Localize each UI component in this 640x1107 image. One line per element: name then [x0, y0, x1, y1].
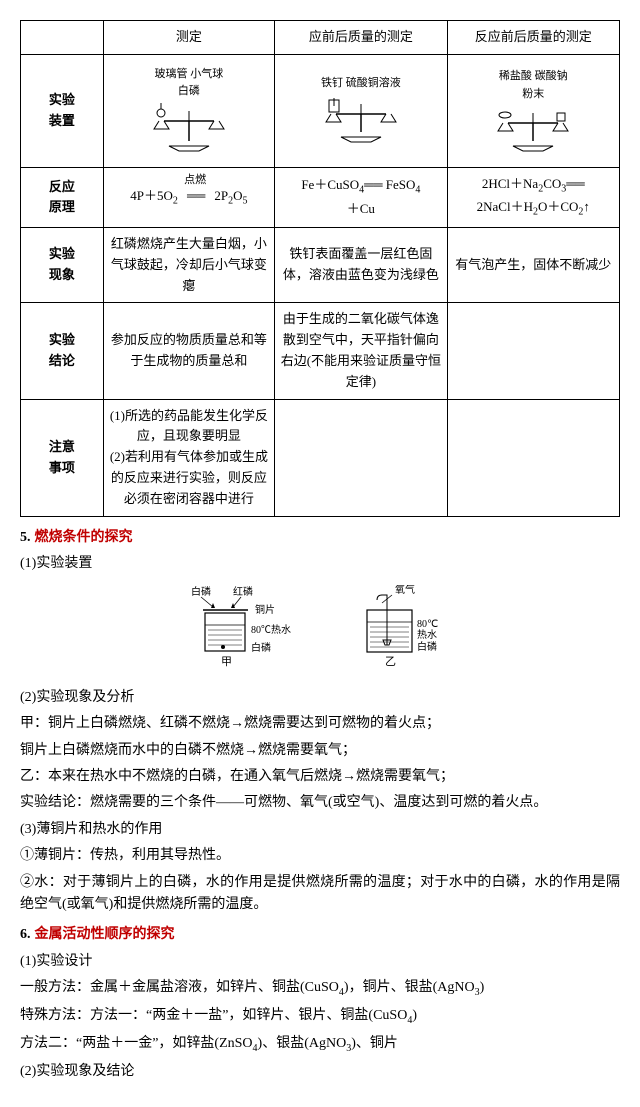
section5-line6: ②水：对于薄铜片上的白磷，水的作用是提供燃烧所需的温度；对于水中的白磷，水的作用…	[20, 872, 620, 917]
header-col2: 应前后质量的测定	[275, 21, 447, 55]
label-na2co3: 碳酸钠	[535, 70, 568, 82]
balance-icon-2	[311, 92, 411, 147]
label-red-p: 红磷	[233, 585, 253, 598]
section6-title: 6. 金属活动性顺序的探究	[20, 924, 620, 946]
label-powder: 粉末	[522, 88, 544, 100]
apparatus-2: 铁钉 硫酸铜溶液	[275, 54, 447, 167]
combustion-diagram: 白磷 红磷 铜片 80℃热水 白磷 甲 氧气	[20, 585, 620, 677]
header-row: 测定 应前后质量的测定 反应前后质量的测定	[21, 21, 620, 55]
principle-3: 2HCl＋Na2CO3══2NaCl＋H2O＋CO2↑	[447, 167, 619, 227]
section6-sub2: (2)实验现象及结论	[20, 1061, 620, 1083]
section5-sub1: (1)实验装置	[20, 553, 620, 575]
phenomenon-row: 实验现象 红磷燃烧产生大量白烟，小气球鼓起，冷却后小气球变瘪 铁钉表面覆盖一层红…	[21, 227, 620, 302]
conclusion-2: 由于生成的二氧化碳气体逸散到空气中，天平指针偏向右边(不能用来验证质量守恒定律)	[275, 303, 447, 399]
header-blank	[21, 21, 104, 55]
section6-num: 6.	[20, 927, 31, 942]
section5-sub2: (2)实验现象及分析	[20, 687, 620, 709]
section5-title: 5. 燃烧条件的探究	[20, 527, 620, 549]
beaker-jia: 白磷 红磷 铜片 80℃热水 白磷 甲	[173, 585, 303, 677]
notes-2	[275, 399, 447, 516]
label-cuso4: 硫酸铜溶液	[346, 77, 401, 89]
label-80c: 80℃	[417, 619, 438, 630]
label-jia: 甲	[221, 656, 232, 668]
section5-line4: 实验结论：燃烧需要的三个条件——可燃物、氧气(或空气)、温度达到可燃的着火点。	[20, 792, 620, 814]
section5-line3: 乙：本来在热水中不燃烧的白磷，在通入氧气后燃烧→燃烧需要氧气；	[20, 766, 620, 788]
notes-1: (1)所选的药品能发生化学反应，且现象要明显 (2)若利用有气体参加或生成的反应…	[103, 399, 274, 516]
phenomenon-label: 实验现象	[21, 227, 104, 302]
header-col3: 反应前后质量的测定	[447, 21, 619, 55]
header-col1: 测定	[103, 21, 274, 55]
section6-title-text: 金属活动性顺序的探究	[35, 927, 175, 942]
apparatus-row: 实验装置 玻璃管 小气球 白磷 铁钉 硫酸铜溶液	[21, 54, 620, 167]
apparatus-3-labels: 稀盐酸 碳酸钠 粉末	[452, 68, 615, 103]
beaker-yi-icon: 氧气 80℃ 热水 白磷 乙	[347, 585, 467, 670]
condition-label: 点燃	[184, 172, 206, 190]
beaker-yi: 氧气 80℃ 热水 白磷 乙	[347, 585, 467, 677]
section5-line5: ①薄铜片：传热，利用其导热性。	[20, 845, 620, 867]
label-yi: 乙	[385, 655, 396, 668]
section5-sub3: (3)薄铜片和热水的作用	[20, 819, 620, 841]
section6-line2: 特殊方法：方法一：“两金＋一盐”，如锌片、银片、铜盐(CuSO4)	[20, 1005, 620, 1029]
phenomenon-2: 铁钉表面覆盖一层红色固体，溶液由蓝色变为浅绿色	[275, 227, 447, 302]
apparatus-1: 玻璃管 小气球 白磷	[103, 54, 274, 167]
label-glass-tube: 玻璃管	[155, 68, 188, 80]
label-hotwater-2: 热水	[417, 628, 437, 641]
label-copper: 铜片	[255, 603, 275, 616]
label-white-p: 白磷	[178, 85, 200, 97]
apparatus-2-labels: 铁钉 硫酸铜溶液	[279, 75, 442, 93]
phenomenon-1: 红磷燃烧产生大量白烟，小气球鼓起，冷却后小气球变瘪	[103, 227, 274, 302]
conclusion-3	[447, 303, 619, 399]
apparatus-1-labels: 玻璃管 小气球 白磷	[108, 66, 270, 101]
label-oxygen: 氧气	[395, 585, 415, 596]
conclusion-1: 参加反应的物质质量总和等于生成物的质量总和	[103, 303, 274, 399]
apparatus-3: 稀盐酸 碳酸钠 粉末	[447, 54, 619, 167]
apparatus-label: 实验装置	[21, 54, 104, 167]
label-hcl: 稀盐酸	[499, 70, 532, 82]
section6-line3: 方法二：“两盐＋一金”，如锌盐(ZnSO4)、银盐(AgNO3)、铜片	[20, 1033, 620, 1057]
label-white-p-1: 白磷	[191, 585, 211, 598]
notes-row: 注意事项 (1)所选的药品能发生化学反应，且现象要明显 (2)若利用有气体参加或…	[21, 399, 620, 516]
label-hotwater-1: 80℃热水	[251, 623, 291, 636]
conclusion-row: 实验结论 参加反应的物质质量总和等于生成物的质量总和 由于生成的二氧化碳气体逸散…	[21, 303, 620, 399]
section5-title-text: 燃烧条件的探究	[35, 530, 133, 545]
principle-row: 反应原理 4P＋5O2 点燃══ 2P2O5 Fe＋CuSO4══ FeSO4＋…	[21, 167, 620, 227]
section6-line1: 一般方法：金属＋金属盐溶液，如锌片、铜盐(CuSO4)，铜片、银盐(AgNO3)	[20, 977, 620, 1001]
section5-line2: 铜片上白磷燃烧而水中的白磷不燃烧→燃烧需要氧气；	[20, 740, 620, 762]
beaker-jia-icon: 白磷 红磷 铜片 80℃热水 白磷 甲	[173, 585, 303, 670]
phenomenon-3: 有气泡产生，固体不断减少	[447, 227, 619, 302]
label-balloon: 小气球	[190, 68, 223, 80]
principle-2: Fe＋CuSO4══ FeSO4＋Cu	[275, 167, 447, 227]
notes-3	[447, 399, 619, 516]
balance-icon-3	[483, 103, 583, 153]
experiments-table: 测定 应前后质量的测定 反应前后质量的测定 实验装置 玻璃管 小气球 白磷	[20, 20, 620, 517]
principle-label: 反应原理	[21, 167, 104, 227]
label-white-p-2: 白磷	[251, 641, 271, 654]
section5-num: 5.	[20, 530, 31, 545]
label-iron-nail: 铁钉	[321, 77, 343, 89]
section5-line1: 甲：铜片上白磷燃烧、红磷不燃烧→燃烧需要达到可燃物的着火点；	[20, 713, 620, 735]
notes-label: 注意事项	[21, 399, 104, 516]
principle-1: 4P＋5O2 点燃══ 2P2O5	[103, 167, 274, 227]
conclusion-label: 实验结论	[21, 303, 104, 399]
label-white-p-3: 白磷	[417, 640, 437, 653]
section6-sub1: (1)实验设计	[20, 951, 620, 973]
balance-icon-1	[144, 101, 234, 156]
